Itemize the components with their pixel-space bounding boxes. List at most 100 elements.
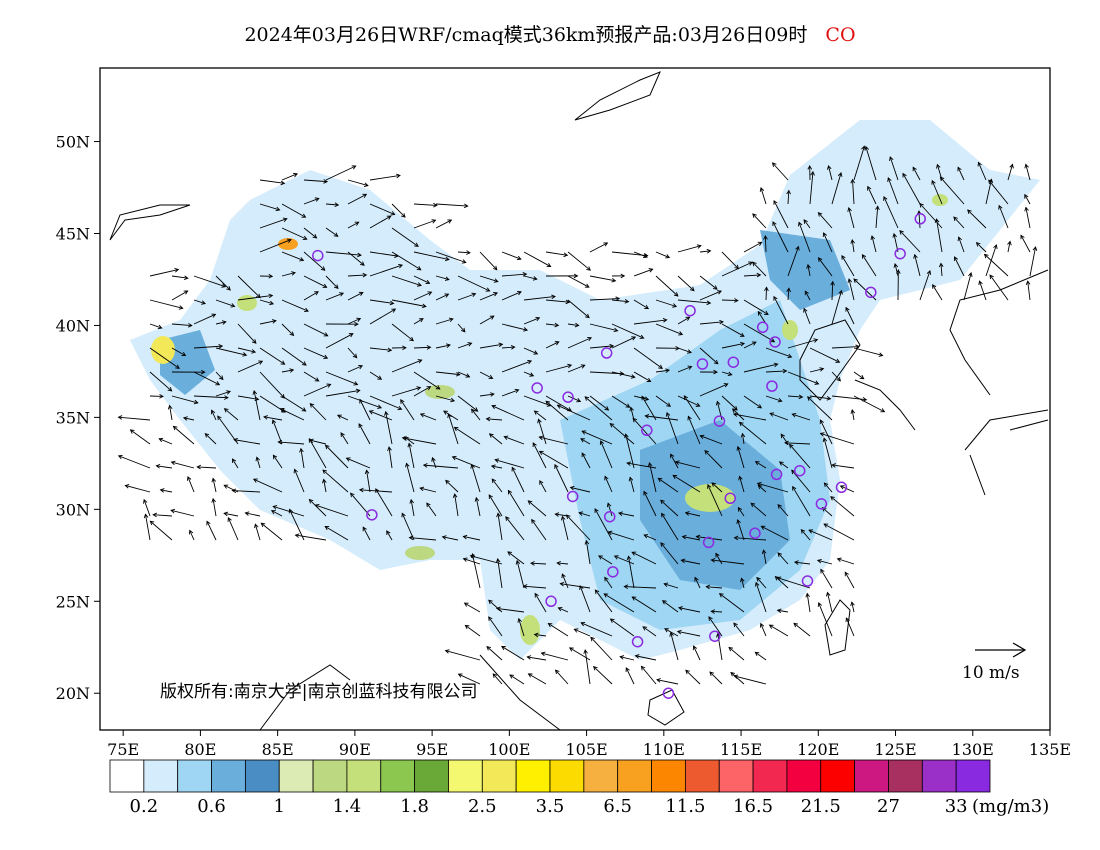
wind-arrow	[215, 320, 227, 325]
wind-arrow	[369, 395, 403, 411]
wind-arrow	[765, 395, 783, 403]
wind-arrow	[655, 275, 679, 297]
city-station-marker	[766, 380, 778, 392]
wind-arrow	[281, 251, 305, 262]
lake-baikal	[574, 71, 661, 121]
wind-arrow	[325, 202, 340, 208]
wind-arrow	[488, 433, 503, 445]
wind-arrow	[938, 262, 944, 277]
wind-arrow	[511, 466, 525, 493]
wind-arrow	[707, 483, 723, 517]
wind-arrow	[347, 272, 368, 278]
wind-arrow	[733, 674, 767, 685]
wind-arrow	[545, 299, 571, 305]
wind-arrow	[435, 371, 461, 377]
wind-arrow	[237, 347, 257, 354]
wind-arrow	[501, 251, 522, 261]
wind-arrow	[259, 319, 277, 325]
wind-arrow	[807, 164, 813, 181]
lon-label: 125E	[874, 740, 916, 759]
wind-arrow	[308, 437, 327, 469]
wind-arrow	[252, 478, 283, 493]
wind-arrow	[841, 254, 855, 277]
wind-arrow	[641, 395, 657, 421]
wind-arrow	[545, 363, 573, 373]
wind-arrow	[806, 263, 811, 277]
wind-arrow	[594, 508, 613, 541]
wind-arrow	[538, 450, 569, 469]
color-legend: 0.2 0.6 1 1.4 1.8 2.5 3.5 6.5 11.5 16.5 21.5 27 33	[109, 759, 991, 817]
wind-arrow	[347, 317, 362, 325]
wind-arrow	[470, 553, 481, 589]
wind-arrow	[817, 602, 833, 637]
wind-arrow	[733, 535, 767, 541]
wind-arrow	[680, 558, 701, 565]
wind-arrow	[445, 479, 459, 493]
wind-arrow	[193, 371, 221, 386]
wind-arrow	[325, 227, 339, 237]
wind-arrow	[303, 371, 320, 382]
wind-arrow	[704, 450, 723, 469]
wind-arrow	[839, 485, 855, 493]
wind-arrow	[831, 395, 868, 402]
wind-arrow	[488, 616, 503, 637]
legend-swatch	[786, 759, 822, 793]
wind-arrow	[931, 179, 943, 205]
wind-arrow	[611, 273, 626, 279]
legend-label: 33	[945, 796, 968, 817]
wind-arrow	[188, 529, 195, 541]
legend-label: 27	[877, 796, 900, 817]
wind-arrow	[754, 581, 767, 613]
wind-arrow	[470, 463, 481, 493]
wind-arrow	[281, 347, 307, 366]
co-hotspot-qinghai	[425, 385, 455, 399]
wind-arrow	[819, 432, 855, 445]
wind-arrow	[632, 417, 657, 445]
wind-arrow	[453, 426, 481, 445]
wind-arrow	[124, 484, 151, 493]
wind-arrow	[303, 227, 318, 239]
wind-arrow	[443, 410, 459, 421]
wind-arrow	[590, 636, 613, 661]
wind-arrow	[545, 341, 560, 349]
wind-arrow	[252, 390, 261, 421]
wind-arrow	[699, 434, 723, 445]
wind-arrow	[149, 267, 180, 277]
wind-arrow	[259, 203, 281, 212]
city-station-marker	[914, 213, 926, 225]
wind-arrow	[738, 421, 767, 445]
wind-arrow	[362, 526, 371, 541]
wind-arrow	[210, 409, 217, 421]
wind-arrow	[764, 286, 769, 301]
wind-arrow	[422, 463, 459, 469]
wind-arrow	[611, 299, 630, 304]
wind-arrow	[509, 674, 525, 685]
wind-arrow	[787, 245, 800, 277]
wind-arrow	[474, 496, 481, 517]
wind-arrow	[244, 511, 261, 517]
wind-arrow	[501, 645, 525, 661]
legend-swatch	[921, 759, 957, 793]
wind-arrow	[495, 557, 503, 589]
wind-arrow	[149, 371, 173, 392]
legend-swatch	[177, 759, 212, 793]
wind-arrow	[485, 416, 503, 422]
wind-arrow	[736, 445, 745, 469]
legend-swatch	[414, 759, 449, 793]
wind-arrow	[1029, 246, 1038, 277]
co-hotspot-xinjiang-central	[237, 295, 257, 311]
wind-arrow	[699, 369, 718, 375]
wind-arrow	[314, 503, 349, 517]
wind-arrow	[413, 371, 441, 390]
wind-arrow	[589, 296, 621, 302]
wind-arrow	[998, 204, 1009, 229]
wind-arrow	[919, 270, 932, 301]
wind-arrow	[743, 323, 776, 343]
concentration-field	[130, 120, 1040, 660]
wind-arrow	[777, 552, 789, 565]
co-hotspot-yunnan	[520, 615, 540, 645]
wind-arrow	[803, 307, 811, 325]
wind-arrow	[754, 461, 767, 469]
wind-arrow	[677, 299, 712, 306]
wind-arrow	[435, 219, 453, 229]
